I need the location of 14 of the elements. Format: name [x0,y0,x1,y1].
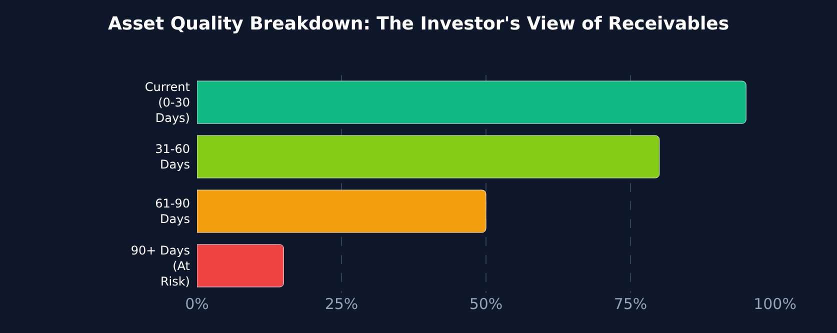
chart-title: Asset Quality Breakdown: The Investor's View of Receivables [108,13,730,34]
y-tick-label: 31-60 Days [155,142,190,172]
y-tick-label: 61-90 Days [155,196,190,226]
bar [197,80,746,124]
bar [197,135,660,178]
x-tick-label: 100% [754,295,796,313]
x-tick-label: 75% [614,295,648,313]
y-tick-label: Current (0-30 Days) [144,80,190,126]
x-tick-label: 0% [185,295,209,313]
x-tick-label: 25% [324,295,358,313]
bar [197,244,284,288]
y-tick-label: 90+ Days (At Risk) [130,243,190,289]
bar [197,190,486,233]
x-tick-label: 50% [469,295,503,313]
